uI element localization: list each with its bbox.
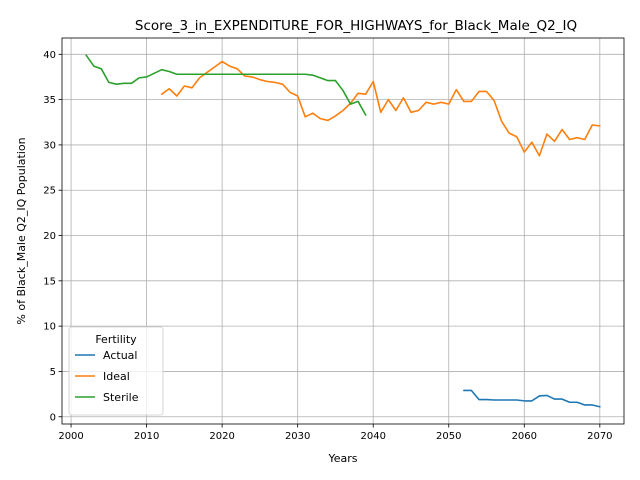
legend-label-actual: Actual	[103, 349, 137, 362]
y-axis-label: % of Black_Male Q2_IQ Population	[15, 137, 28, 324]
x-axis-label: Years	[327, 452, 357, 465]
y-tick-label: 15	[43, 276, 56, 287]
x-tick-label: 2020	[209, 431, 234, 442]
y-tick-label: 25	[43, 186, 56, 197]
x-tick-label: 2050	[436, 431, 461, 442]
x-tick-label: 2010	[134, 431, 159, 442]
legend-box	[68, 326, 164, 416]
x-tick-label: 2030	[285, 431, 310, 442]
y-tick-label: 30	[43, 140, 56, 151]
x-tick-label: 2070	[587, 431, 612, 442]
x-tick-label: 2040	[360, 431, 385, 442]
y-tick-label: 5	[50, 367, 56, 378]
legend: Fertility Actual Ideal Sterile	[68, 326, 164, 416]
plot-lines	[85, 54, 601, 408]
x-tick-label: 2000	[58, 431, 83, 442]
legend-label-sterile: Sterile	[103, 391, 139, 404]
x-tick-label: 2060	[512, 431, 537, 442]
y-tick-label: 35	[43, 95, 56, 106]
axis-ticks: 2000 2010 2020 2030 2040 2050 2060 207005101520…	[43, 50, 612, 442]
series-line-actual	[463, 389, 601, 408]
y-tick-label: 10	[43, 322, 56, 333]
legend-label-ideal: Ideal	[103, 370, 130, 383]
plot-frame	[61, 37, 625, 425]
grid	[62, 38, 624, 424]
y-tick-label: 0	[50, 412, 56, 423]
legend-title: Fertility	[95, 333, 137, 346]
chart-title: Score_3_in_EXPENDITURE_FOR_HIGHWAYS_for_…	[135, 18, 577, 34]
series-line-ideal	[160, 60, 601, 157]
series-line-sterile	[85, 54, 367, 116]
y-tick-label: 40	[43, 50, 56, 61]
y-tick-label: 20	[43, 231, 56, 242]
